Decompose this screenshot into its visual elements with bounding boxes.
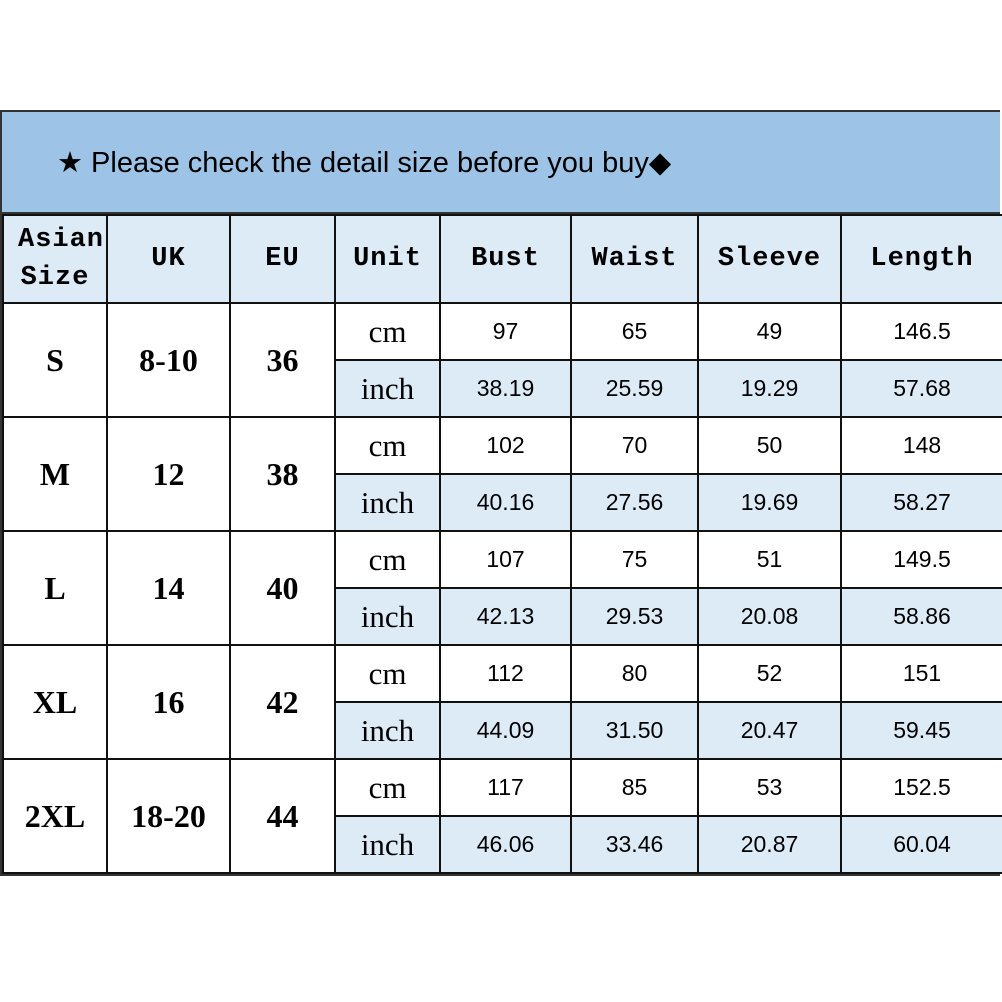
sleeve-cell: 20.08 bbox=[697, 587, 842, 646]
uk-cell: 12 bbox=[106, 416, 231, 532]
header-unit: Unit bbox=[334, 214, 441, 304]
bust-cell: 42.13 bbox=[439, 587, 572, 646]
table-row: 2XL 18-20 44 cm 117 85 53 152.5 bbox=[2, 758, 1002, 874]
unit-cell: cm bbox=[334, 758, 441, 817]
eu-cell: 36 bbox=[229, 302, 336, 418]
bust-cell: 44.09 bbox=[439, 701, 572, 760]
unit-cell: cm bbox=[334, 416, 441, 475]
size-chart-banner: ★ Please check the detail size before yo… bbox=[2, 112, 1000, 214]
table-row: inch 44.09 31.50 20.47 59.45 bbox=[3, 701, 1002, 760]
waist-cell: 29.53 bbox=[570, 587, 699, 646]
waist-cell: 70 bbox=[570, 416, 699, 475]
header-waist: Waist bbox=[570, 214, 699, 304]
uk-cell: 8-10 bbox=[106, 302, 231, 418]
length-cell: 151 bbox=[840, 644, 1002, 703]
sleeve-cell: 52 bbox=[697, 644, 842, 703]
bust-cell: 112 bbox=[439, 644, 572, 703]
bust-cell: 97 bbox=[439, 302, 572, 361]
header-sleeve: Sleeve bbox=[697, 214, 842, 304]
header-asian-size: Asian Size bbox=[2, 214, 108, 304]
eu-cell: 40 bbox=[229, 530, 336, 646]
unit-cell: inch bbox=[334, 473, 441, 532]
unit-cell: cm bbox=[334, 302, 441, 361]
header-eu: EU bbox=[229, 214, 336, 304]
uk-cell: 18-20 bbox=[106, 758, 231, 874]
eu-cell: 38 bbox=[229, 416, 336, 532]
size-cell: XL bbox=[2, 644, 108, 760]
waist-cell: 25.59 bbox=[570, 359, 699, 418]
length-cell: 58.27 bbox=[840, 473, 1002, 532]
table-row: inch 42.13 29.53 20.08 58.86 bbox=[3, 587, 1002, 646]
uk-cell: 16 bbox=[106, 644, 231, 760]
bust-cell: 40.16 bbox=[439, 473, 572, 532]
header-bust: Bust bbox=[439, 214, 572, 304]
size-chart: ★ Please check the detail size before yo… bbox=[0, 110, 1002, 876]
waist-cell: 85 bbox=[570, 758, 699, 817]
waist-cell: 33.46 bbox=[570, 815, 699, 874]
sleeve-cell: 20.47 bbox=[697, 701, 842, 760]
unit-cell: inch bbox=[334, 587, 441, 646]
length-cell: 60.04 bbox=[840, 815, 1002, 874]
table-row: S 8-10 36 cm 97 65 49 146.5 bbox=[2, 302, 1002, 418]
bust-cell: 107 bbox=[439, 530, 572, 589]
table-row: XL 16 42 cm 112 80 52 151 bbox=[2, 644, 1002, 760]
header-uk: UK bbox=[106, 214, 231, 304]
waist-cell: 65 bbox=[570, 302, 699, 361]
waist-cell: 75 bbox=[570, 530, 699, 589]
sleeve-cell: 20.87 bbox=[697, 815, 842, 874]
bust-cell: 117 bbox=[439, 758, 572, 817]
bust-cell: 38.19 bbox=[439, 359, 572, 418]
size-cell: M bbox=[2, 416, 108, 532]
length-cell: 58.86 bbox=[840, 587, 1002, 646]
bust-cell: 102 bbox=[439, 416, 572, 475]
sleeve-cell: 19.29 bbox=[697, 359, 842, 418]
waist-cell: 80 bbox=[570, 644, 699, 703]
sleeve-cell: 50 bbox=[697, 416, 842, 475]
size-table: Asian Size UK EU Unit Bust Waist Sleeve … bbox=[2, 214, 1002, 874]
header-row: Asian Size UK EU Unit Bust Waist Sleeve … bbox=[2, 214, 1002, 304]
table-row: inch 46.06 33.46 20.87 60.04 bbox=[3, 815, 1002, 874]
waist-cell: 31.50 bbox=[570, 701, 699, 760]
sleeve-cell: 51 bbox=[697, 530, 842, 589]
sleeve-cell: 49 bbox=[697, 302, 842, 361]
table-row: M 12 38 cm 102 70 50 148 bbox=[2, 416, 1002, 532]
sleeve-cell: 53 bbox=[697, 758, 842, 817]
length-cell: 148 bbox=[840, 416, 1002, 475]
length-cell: 152.5 bbox=[840, 758, 1002, 817]
length-cell: 149.5 bbox=[840, 530, 1002, 589]
size-cell: L bbox=[2, 530, 108, 646]
length-cell: 57.68 bbox=[840, 359, 1002, 418]
uk-cell: 14 bbox=[106, 530, 231, 646]
table-row: inch 38.19 25.59 19.29 57.68 bbox=[3, 359, 1002, 418]
unit-cell: inch bbox=[334, 815, 441, 874]
eu-cell: 44 bbox=[229, 758, 336, 874]
table-row: inch 40.16 27.56 19.69 58.27 bbox=[3, 473, 1002, 532]
unit-cell: cm bbox=[334, 644, 441, 703]
unit-cell: cm bbox=[334, 530, 441, 589]
waist-cell: 27.56 bbox=[570, 473, 699, 532]
eu-cell: 42 bbox=[229, 644, 336, 760]
bust-cell: 46.06 bbox=[439, 815, 572, 874]
header-length: Length bbox=[840, 214, 1002, 304]
unit-cell: inch bbox=[334, 359, 441, 418]
size-cell: S bbox=[2, 302, 108, 418]
unit-cell: inch bbox=[334, 701, 441, 760]
length-cell: 59.45 bbox=[840, 701, 1002, 760]
sleeve-cell: 19.69 bbox=[697, 473, 842, 532]
table-row: L 14 40 cm 107 75 51 149.5 bbox=[2, 530, 1002, 646]
size-cell: 2XL bbox=[2, 758, 108, 874]
length-cell: 146.5 bbox=[840, 302, 1002, 361]
